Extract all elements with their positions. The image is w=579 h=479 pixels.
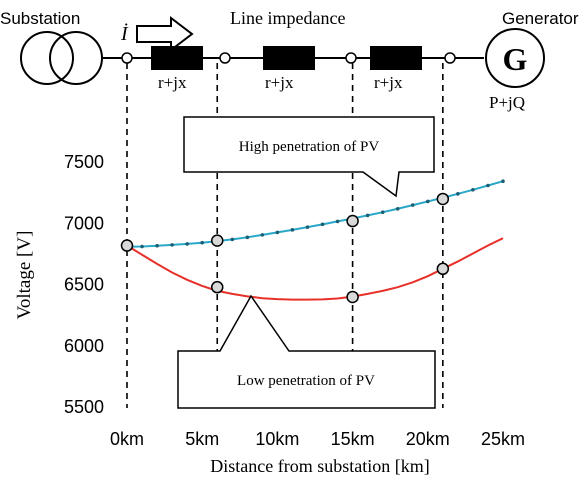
y-axis-label: Voltage [V] — [14, 231, 35, 320]
callout-high-penetration: High penetration of PV — [183, 116, 435, 198]
series-point — [320, 222, 325, 227]
series-point — [365, 213, 370, 218]
series-point — [200, 240, 204, 245]
measurement-marker — [436, 192, 450, 206]
callout-high-text: High penetration of PV — [239, 139, 380, 155]
series-point — [305, 225, 310, 229]
y-tick-label: 5500 — [64, 397, 104, 417]
series-point — [140, 244, 144, 249]
impedance-block-2 — [263, 46, 315, 70]
measurement-marker — [120, 239, 134, 252]
impedance-block-3 — [370, 46, 422, 70]
current-symbol: İ — [120, 22, 129, 45]
measurement-marker — [436, 262, 450, 276]
series-point — [230, 237, 235, 242]
x-tick-label: 20km — [406, 429, 450, 449]
callout-low-penetration: Low penetration of PV — [177, 294, 436, 409]
impedance-block-1 — [151, 46, 203, 70]
marker-layer — [120, 192, 450, 304]
series-point — [501, 179, 505, 184]
substation-label: Substation — [0, 9, 80, 28]
node-1 — [219, 52, 231, 64]
y-tick-label: 6500 — [64, 275, 104, 295]
series-point — [290, 228, 295, 232]
measurement-marker — [210, 280, 224, 294]
generator-power-label: P+jQ — [489, 93, 525, 112]
series-point — [155, 243, 159, 248]
node-markers — [121, 52, 456, 64]
series-point — [426, 199, 430, 204]
series-point — [335, 219, 340, 224]
y-tick-label: 6000 — [64, 336, 104, 356]
measurement-marker — [346, 214, 359, 228]
series-point — [471, 187, 475, 192]
node-3 — [444, 52, 456, 64]
series-point — [380, 210, 385, 215]
x-tick-label: 15km — [331, 429, 375, 449]
series-point — [456, 192, 460, 196]
generator-icon: G — [485, 28, 545, 88]
x-tick-label: 0km — [110, 429, 144, 449]
series-point — [260, 233, 265, 237]
series-line-1 — [126, 180, 504, 248]
series-point — [410, 203, 415, 207]
x-tick-label: 5km — [185, 429, 219, 449]
measurement-marker — [346, 290, 359, 304]
callout-low-text: Low penetration of PV — [237, 373, 375, 389]
current-arrow-icon — [136, 15, 194, 53]
series-point — [395, 206, 400, 211]
node-2 — [345, 52, 357, 64]
measurement-marker — [210, 234, 224, 247]
series-point — [185, 242, 189, 246]
generator-label: Generator — [502, 9, 579, 28]
x-axis-label: Distance from substation [km] — [210, 456, 429, 476]
x-tick-labels: 0km 5km 10km 15km 20km 25km — [110, 429, 525, 449]
node-0 — [121, 52, 133, 64]
series-point — [170, 243, 174, 247]
y-tick-label: 7500 — [64, 152, 104, 172]
generator-symbol: G — [503, 41, 528, 77]
x-tick-label: 25km — [481, 429, 525, 449]
y-tick-label: 7000 — [64, 213, 104, 233]
series-point — [275, 230, 280, 235]
x-tick-label: 10km — [255, 429, 299, 449]
y-tick-labels: 7500 7000 6500 6000 5500 — [64, 152, 104, 417]
impedance-label-2: r+jx — [265, 73, 294, 92]
line-impedance-label: Line impedance — [230, 8, 345, 28]
transformer-icon — [20, 31, 103, 85]
impedance-label-3: r+jx — [374, 73, 403, 92]
series-point — [486, 183, 490, 188]
series-point — [245, 235, 250, 240]
impedance-label-1: r+jx — [158, 73, 187, 92]
